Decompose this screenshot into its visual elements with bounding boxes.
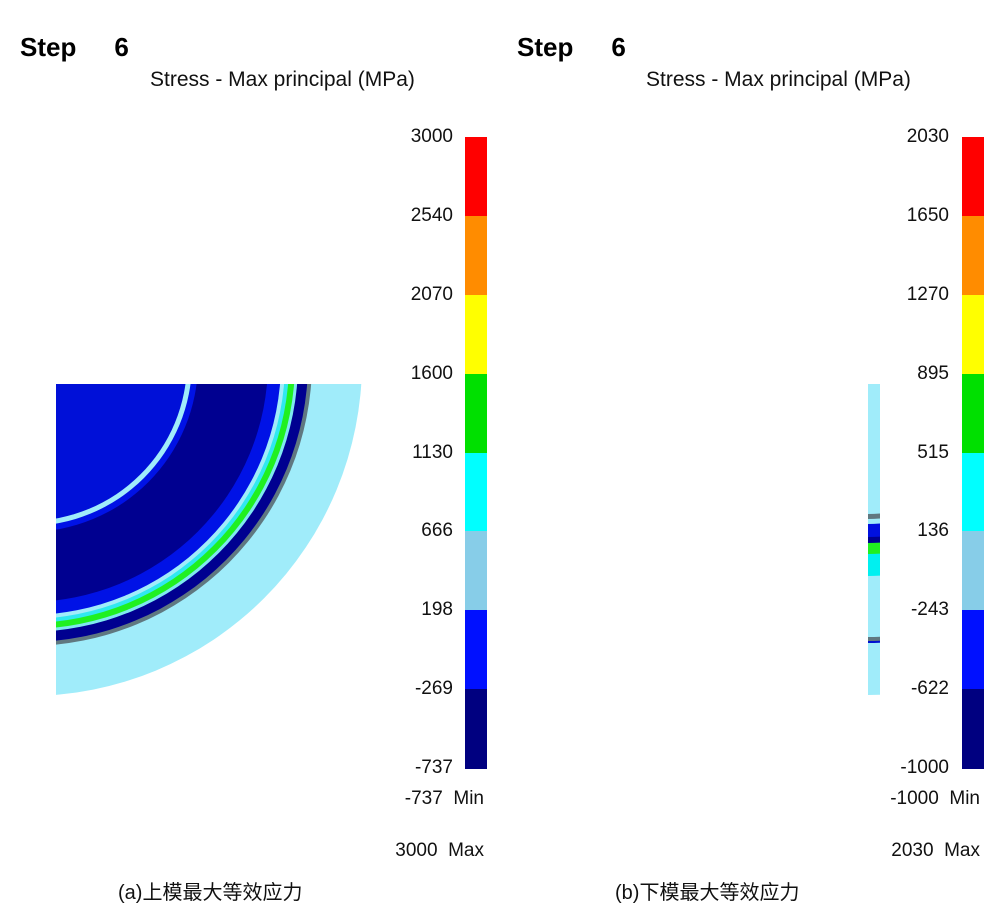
colorbar-tick-label: 895 <box>917 362 949 384</box>
stress-contour-lower-die <box>868 384 880 695</box>
result-title: Stress - Max principal (MPa) <box>646 68 911 91</box>
colorbar-segment <box>962 373 984 454</box>
colorbar-segment <box>465 610 487 691</box>
colorbar-segment <box>465 215 487 296</box>
min-readout: -1000 Min <box>890 788 980 809</box>
colorbar <box>962 137 984 770</box>
colorbar-segment <box>962 294 984 375</box>
colorbar-tick-label: -243 <box>910 599 949 621</box>
colorbar-tick-label: -737 <box>414 757 453 778</box>
colorbar-tick-label: 2540 <box>410 204 453 226</box>
colorbar-tick-label: 666 <box>421 520 453 542</box>
colorbar-segment <box>465 689 487 770</box>
colorbar-tick-label: 198 <box>421 599 453 621</box>
colorbar-tick-label: 2030 <box>906 126 949 147</box>
stress-contour-upper-die <box>56 384 362 695</box>
colorbar-tick-label: 515 <box>917 441 949 463</box>
min-readout: -737 Min <box>404 788 484 809</box>
caption: (a)上模最大等效应力 <box>118 882 303 904</box>
colorbar-segment <box>465 531 487 612</box>
colorbar-segment <box>962 452 984 533</box>
colorbar-segment <box>465 373 487 454</box>
colorbar-tick-label: 136 <box>917 520 949 542</box>
colorbar-tick-label: 1130 <box>412 441 453 463</box>
colorbar-segment <box>465 452 487 533</box>
colorbar-tick-label: 1600 <box>410 362 453 384</box>
colorbar-tick-label: 3000 <box>410 126 453 147</box>
colorbar-tick-label: 2070 <box>410 283 453 305</box>
result-title: Stress - Max principal (MPa) <box>150 68 415 91</box>
colorbar-tick-label: 1650 <box>906 204 949 226</box>
colorbar <box>465 137 487 770</box>
max-readout: 3000 Max <box>395 840 484 861</box>
max-readout: 2030 Max <box>891 840 980 861</box>
colorbar-segment <box>962 215 984 296</box>
step-label: Step 6 <box>517 32 626 62</box>
colorbar-segment <box>962 610 984 691</box>
colorbar-tick-label: -622 <box>910 678 949 700</box>
step-label: Step 6 <box>20 32 129 62</box>
colorbar-segment <box>465 137 487 218</box>
caption: (b)下模最大等效应力 <box>615 882 800 904</box>
colorbar-segment <box>962 531 984 612</box>
colorbar-segment <box>465 294 487 375</box>
colorbar-tick-label: -269 <box>414 678 453 700</box>
colorbar-tick-label: -1000 <box>900 757 949 778</box>
colorbar-tick-label: 1270 <box>906 283 949 305</box>
colorbar-segment <box>962 689 984 770</box>
colorbar-segment <box>962 137 984 218</box>
